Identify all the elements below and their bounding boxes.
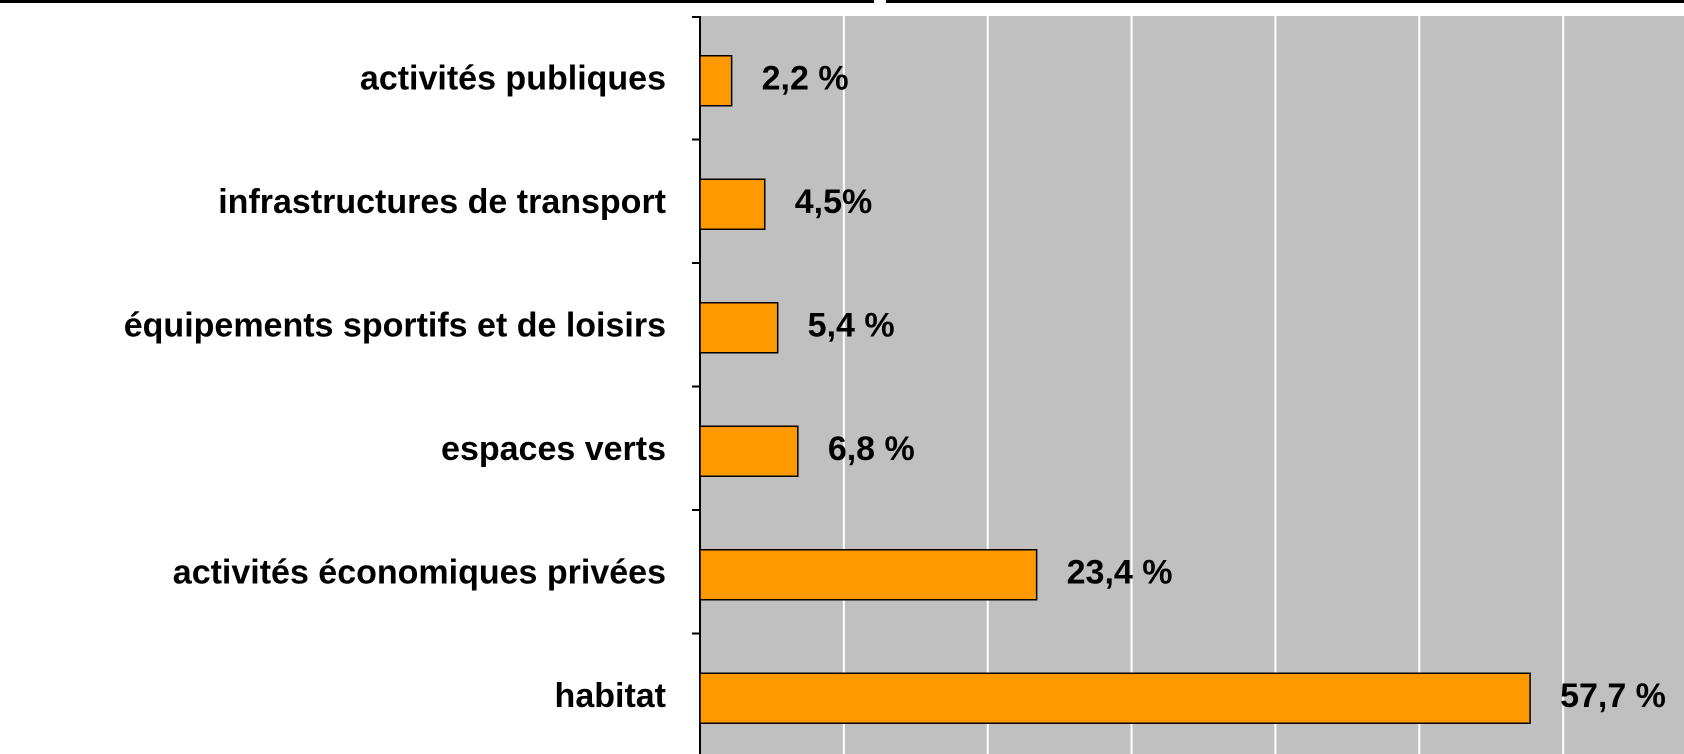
bar	[699, 425, 799, 477]
category-label: espaces verts	[441, 430, 666, 468]
data-label: 23,4 %	[1067, 554, 1173, 592]
plot-background	[700, 16, 1684, 754]
data-label: 5,4 %	[808, 307, 895, 345]
category-label: habitat	[555, 677, 666, 715]
data-label: 57,7 %	[1560, 677, 1666, 715]
bar	[699, 178, 766, 230]
bar	[699, 549, 1038, 601]
category-label: activités économiques privées	[173, 554, 666, 592]
data-label: 2,2 %	[762, 60, 849, 98]
category-label: activités publiques	[360, 60, 666, 98]
data-label: 6,8 %	[828, 430, 915, 468]
data-label: 4,5%	[795, 183, 873, 221]
bar	[699, 55, 733, 107]
category-label: équipements sportifs et de loisirs	[124, 307, 666, 345]
category-label: infrastructures de transport	[218, 183, 666, 221]
bar	[699, 672, 1531, 724]
bar	[699, 302, 779, 354]
